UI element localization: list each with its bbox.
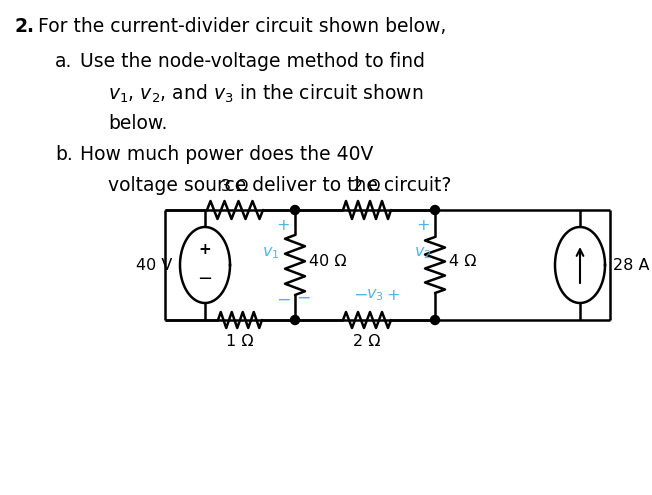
Text: 2 Ω: 2 Ω	[353, 334, 381, 349]
Circle shape	[291, 315, 299, 325]
Text: 2 Ω: 2 Ω	[353, 179, 381, 194]
Text: 40 V: 40 V	[136, 257, 172, 273]
Text: −: −	[198, 270, 213, 289]
Text: 1 Ω: 1 Ω	[226, 334, 254, 349]
Text: 40 Ω: 40 Ω	[309, 254, 347, 269]
Text: +: +	[276, 218, 289, 234]
Text: a.: a.	[55, 52, 72, 71]
Circle shape	[430, 205, 439, 214]
Text: below.: below.	[108, 114, 168, 133]
Text: $v_1$, $v_2$, and $v_3$ in the circuit shown: $v_1$, $v_2$, and $v_3$ in the circuit s…	[108, 83, 423, 105]
Text: +: +	[199, 242, 211, 256]
Text: Use the node-voltage method to find: Use the node-voltage method to find	[80, 52, 425, 71]
Circle shape	[430, 315, 439, 325]
Text: $v_1$: $v_1$	[261, 245, 279, 261]
Text: 3 Ω: 3 Ω	[221, 179, 248, 194]
Text: +: +	[386, 288, 400, 302]
Text: $v_2$: $v_2$	[413, 245, 431, 261]
Text: 2.: 2.	[14, 17, 34, 36]
Text: −: −	[353, 286, 367, 304]
Text: +: +	[416, 218, 430, 234]
Text: voltage source deliver to the circuit?: voltage source deliver to the circuit?	[108, 176, 451, 195]
Text: −: −	[276, 291, 290, 309]
Text: −: −	[296, 289, 310, 307]
Circle shape	[291, 205, 299, 214]
Text: b.: b.	[55, 145, 73, 164]
Text: 4 Ω: 4 Ω	[449, 254, 477, 269]
Text: $v_3$: $v_3$	[366, 287, 384, 303]
Text: 28 A: 28 A	[613, 257, 649, 273]
Text: How much power does the 40V: How much power does the 40V	[80, 145, 374, 164]
Text: For the current-divider circuit shown below,: For the current-divider circuit shown be…	[38, 17, 447, 36]
